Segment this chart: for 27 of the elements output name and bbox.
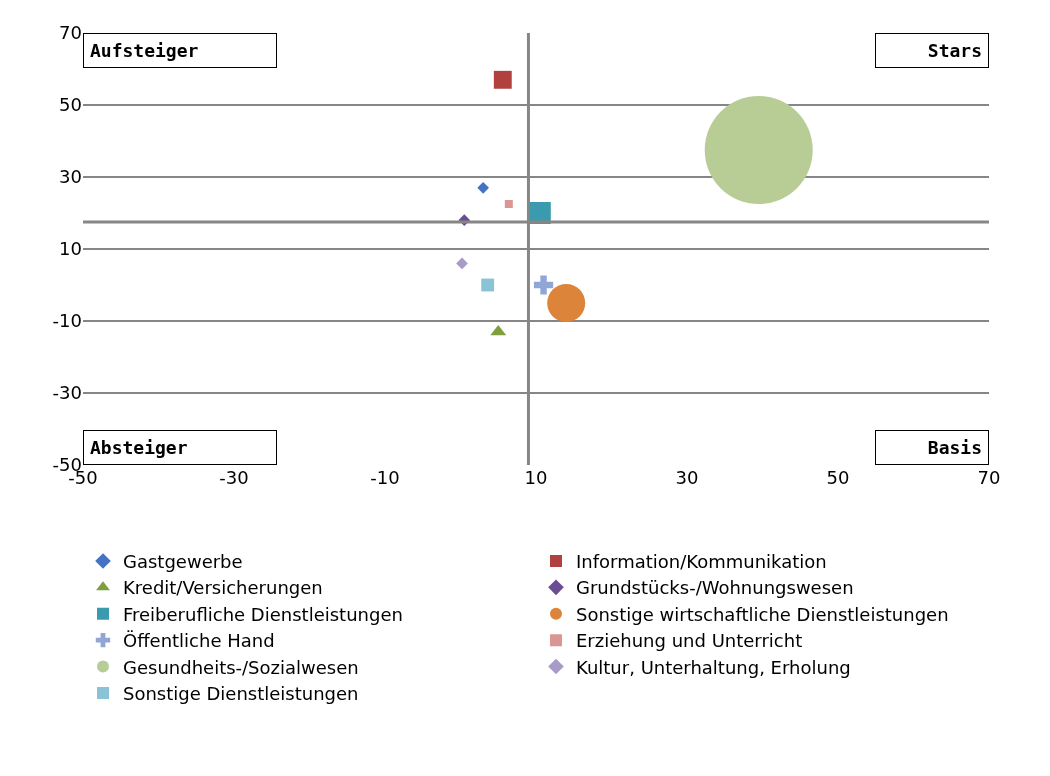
legend-label: Gesundheits-/Sozialwesen: [123, 656, 359, 678]
x-tick-label: -10: [370, 467, 400, 488]
legend-label: Sonstige Dienstleistungen: [123, 682, 359, 704]
y-tick-label: -10: [52, 310, 82, 332]
legend-label: Gastgewerbe: [123, 550, 243, 572]
annotation: Basis: [927, 437, 982, 458]
legend-label: Kredit/Versicherungen: [123, 577, 323, 599]
legend-label: Grundstücks-/Wohnungswesen: [576, 577, 854, 599]
annotation: Aufsteiger: [90, 40, 199, 61]
y-tick-label: 30: [59, 166, 82, 188]
x-tick-label: 50: [826, 467, 850, 488]
legend-label: Freiberufliche Dienstleistungen: [123, 603, 403, 625]
annotation: Stars: [927, 40, 982, 61]
legend-label: Information/Kommunikation: [576, 550, 827, 572]
x-tick-label: 30: [675, 467, 699, 488]
x-tick-label: -30: [219, 467, 249, 488]
legend-label: Erziehung und Unterricht: [576, 630, 803, 652]
annotation: Absteiger: [90, 437, 188, 458]
y-tick-label: 50: [59, 94, 82, 116]
y-tick-label: 10: [59, 238, 82, 260]
legend-label: Öffentliche Hand: [123, 630, 275, 652]
legend-label: Kultur, Unterhaltung, Erholung: [576, 656, 851, 678]
y-tick-label: -30: [52, 382, 82, 404]
x-tick-label: 10: [524, 467, 548, 488]
y-tick-label: 70: [59, 22, 82, 44]
x-tick-label: 70: [977, 467, 1001, 488]
legend-label: Sonstige wirtschaftliche Dienstleistungen: [576, 603, 949, 625]
